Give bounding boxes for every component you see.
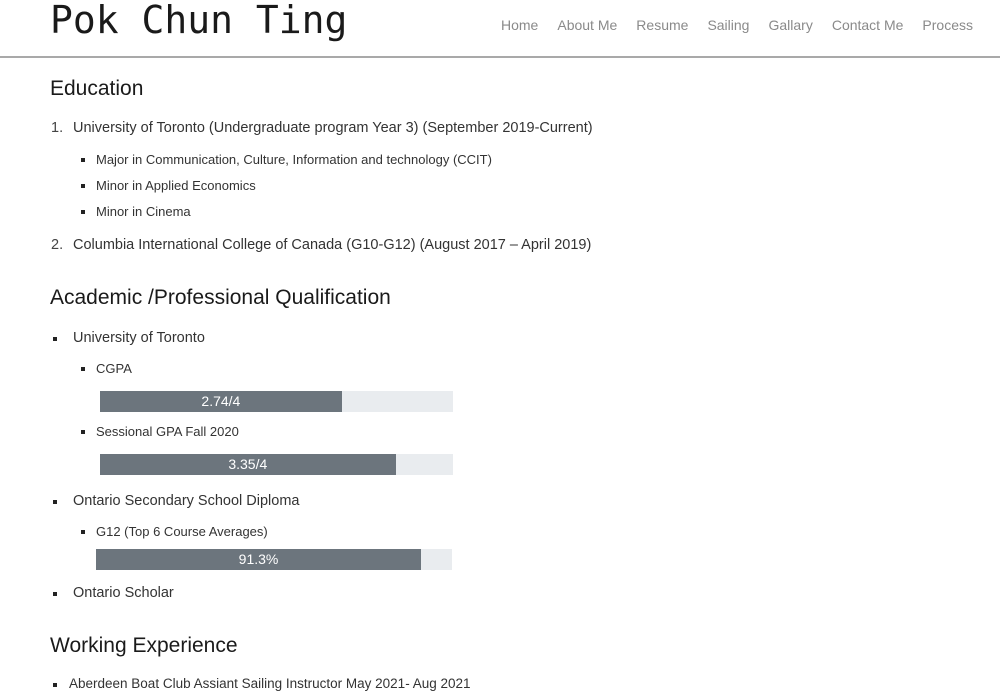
bullet-icon: [81, 210, 85, 214]
education-item-uoft: University of Toronto (Undergraduate pro…: [73, 120, 593, 136]
bullet-icon: [81, 530, 85, 534]
cgpa-progress-fill: 2.74/4: [100, 391, 342, 412]
bullet-icon: [53, 592, 57, 596]
qualification-sub-label: Sessional GPA Fall 2020: [96, 424, 239, 439]
site-header: Pok Chun Ting Home About Me Resume Saili…: [0, 0, 1000, 58]
education-sub-item: Minor in Applied Economics: [96, 178, 256, 193]
nav-sailing[interactable]: Sailing: [707, 17, 750, 33]
list-number: 2.: [51, 237, 64, 253]
education-sub-item: Major in Communication, Culture, Informa…: [96, 152, 492, 167]
nav-contact-me[interactable]: Contact Me: [831, 17, 904, 33]
bullet-icon: [81, 430, 85, 434]
qualification-sub-label: G12 (Top 6 Course Averages): [96, 524, 268, 539]
qualification-heading: Academic /Professional Qualification: [50, 286, 391, 309]
nav-resume[interactable]: Resume: [636, 17, 689, 33]
g12-average-progress-fill: 91.3%: [96, 549, 422, 570]
bullet-icon: [53, 683, 57, 687]
work-heading: Working Experience: [50, 634, 238, 657]
g12-average-progress-track: 91.3%: [96, 549, 452, 570]
qualification-sub-label: CGPA: [96, 361, 132, 376]
qualification-item-ossd: Ontario Secondary School Diploma: [73, 493, 300, 509]
work-item: Aberdeen Boat Club Assiant Sailing Instr…: [69, 676, 471, 691]
list-number: 1.: [51, 120, 64, 136]
bullet-icon: [53, 337, 57, 341]
site-title[interactable]: Pok Chun Ting: [50, 0, 348, 42]
education-heading: Education: [50, 77, 144, 100]
nav-about-me[interactable]: About Me: [557, 17, 618, 33]
nav-home[interactable]: Home: [501, 17, 539, 33]
bullet-icon: [81, 158, 85, 162]
bullet-icon: [81, 367, 85, 371]
nav-gallary[interactable]: Gallary: [768, 17, 813, 33]
education-sub-item: Minor in Cinema: [96, 204, 191, 219]
sessional-gpa-progress-fill: 3.35/4: [100, 454, 396, 475]
sessional-gpa-progress-track: 3.35/4: [100, 454, 453, 475]
cgpa-progress-track: 2.74/4: [100, 391, 453, 412]
bullet-icon: [81, 184, 85, 188]
nav-process[interactable]: Process: [922, 17, 973, 33]
main-nav: Home About Me Resume Sailing Gallary Con…: [482, 17, 973, 33]
qualification-item-uoft: University of Toronto: [73, 330, 205, 346]
bullet-icon: [53, 500, 57, 504]
education-item-columbia: Columbia International College of Canada…: [73, 237, 592, 253]
qualification-item-ontario-scholar: Ontario Scholar: [73, 585, 174, 601]
